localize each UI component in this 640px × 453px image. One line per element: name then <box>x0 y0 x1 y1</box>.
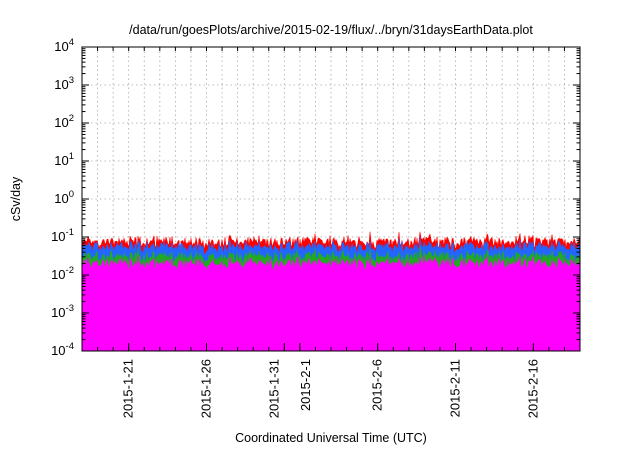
y-axis-label: cSv/day <box>9 176 23 221</box>
y-tick-exponent: -3 <box>66 303 74 314</box>
y-tick-exponent: 1 <box>69 151 74 162</box>
y-tick-exponent: 2 <box>69 113 74 124</box>
dropout-spike <box>235 283 239 351</box>
dropout-spike <box>484 283 488 351</box>
dropout-spike <box>375 283 379 351</box>
y-tick-label: 10-3 <box>51 303 74 320</box>
x-tick-label: 2015-2-16 <box>525 359 540 418</box>
x-tick-label: 2015-2-11 <box>448 359 463 417</box>
y-tick-label: 100 <box>54 189 74 206</box>
x-tick-label: 2015-1-21 <box>121 359 136 418</box>
y-tick-exponent: -1 <box>66 227 74 238</box>
x-tick-label: 2015-1-26 <box>199 359 214 418</box>
y-tick-exponent: 3 <box>69 75 74 86</box>
x-axis-label: Coordinated Universal Time (UTC) <box>235 431 427 445</box>
y-tick-exponent: -2 <box>66 265 74 276</box>
y-tick-label: 10-1 <box>51 227 74 244</box>
x-tick-label: 2015-2-1 <box>298 359 313 411</box>
dropout-spike <box>562 283 566 351</box>
chart-title: /data/run/goesPlots/archive/2015-02-19/f… <box>129 23 533 37</box>
y-tick-exponent: -4 <box>66 341 74 352</box>
x-tick-label: 2015-1-31 <box>266 359 281 418</box>
dropout-spike <box>267 283 270 351</box>
y-tick-label: 10-2 <box>51 265 74 282</box>
x-tick-label: 2015-2-6 <box>370 359 385 411</box>
y-tick-exponent: 0 <box>69 189 74 200</box>
y-tick-label: 102 <box>54 113 74 130</box>
dropout-spike <box>577 283 580 351</box>
y-tick-exponent: 4 <box>69 37 74 48</box>
y-tick-label: 101 <box>54 151 74 168</box>
series-band <box>81 255 581 352</box>
y-tick-label: 103 <box>54 75 74 92</box>
y-tick-label: 104 <box>54 37 74 54</box>
y-tick-label: 10-4 <box>51 341 74 358</box>
dropout-spike <box>158 283 161 351</box>
data-layer <box>81 231 581 352</box>
